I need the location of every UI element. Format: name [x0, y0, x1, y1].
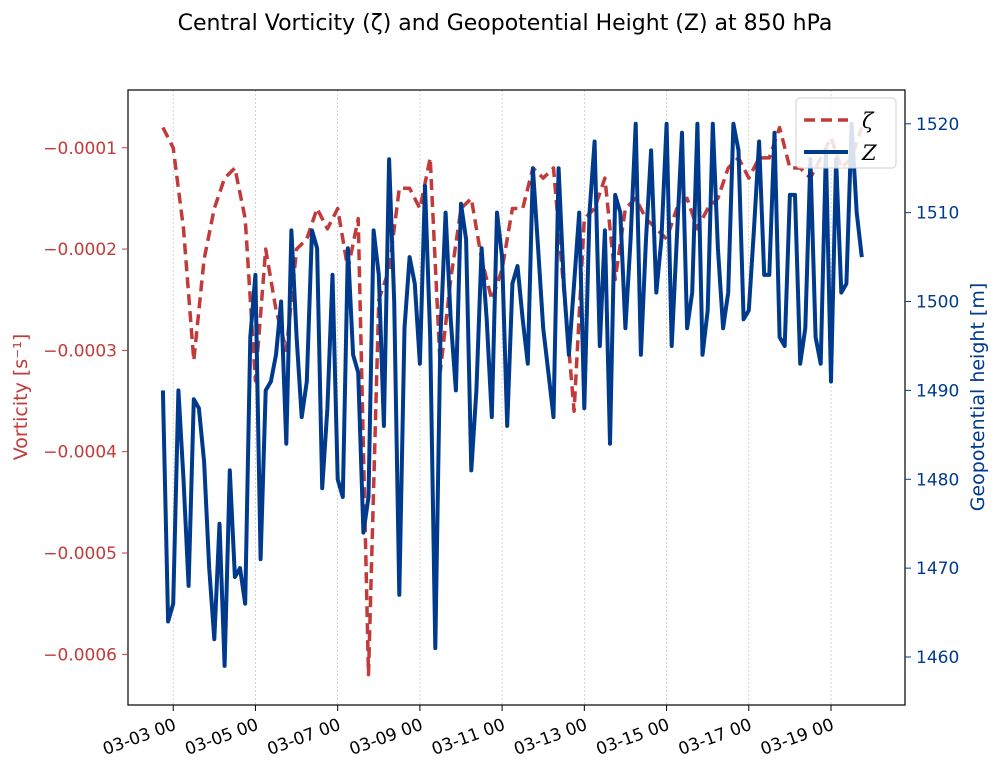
y-left-tick-label: −0.0002 [43, 240, 117, 260]
y-right-tick-label: 1460 [916, 648, 959, 668]
y-left-tick-label: −0.0003 [43, 341, 117, 361]
y-left-tick-label: −0.0001 [43, 139, 117, 159]
y-right-tick-label: 1490 [916, 381, 959, 401]
y-left-tick-label: −0.0005 [43, 544, 117, 564]
y-left-tick-label: −0.0004 [43, 443, 117, 463]
chart-title: Central Vorticity (ζ) and Geopotential H… [178, 11, 833, 36]
x-tick-label: 03-03 00 [100, 715, 179, 760]
x-tick-label: 03-17 00 [676, 715, 755, 760]
x-tick-label: 03-19 00 [758, 715, 837, 760]
y-right-tick-label: 1520 [916, 115, 959, 135]
legend-label-vorticity: ζ [862, 109, 875, 133]
y-right-tick-label: 1500 [916, 293, 959, 313]
legend-box [795, 97, 897, 169]
x-tick-label: 03-09 00 [347, 715, 426, 760]
legend: ζ Z [795, 97, 897, 169]
y-left-tick-label: −0.0006 [43, 645, 117, 665]
plot-frame [127, 89, 906, 706]
series-lines [160, 121, 864, 677]
x-tick-label: 03-07 00 [265, 715, 344, 760]
x-tick-label: 03-11 00 [429, 715, 508, 760]
y-right-tick-label: 1480 [916, 470, 959, 490]
x-tick-label: 03-15 00 [594, 715, 673, 760]
x-tick-label: 03-05 00 [182, 715, 261, 760]
x-tick-label: 03-13 00 [511, 715, 590, 760]
y-right-tick-label: 1470 [916, 559, 959, 579]
y-axis-left-label: Vorticity [s⁻¹] [10, 334, 32, 461]
series-line-height [160, 121, 864, 668]
y-axis-right-label: Geopotential height [m] [967, 283, 989, 512]
legend-label-height: Z [861, 141, 877, 165]
y-right-tick-label: 1510 [916, 204, 959, 224]
